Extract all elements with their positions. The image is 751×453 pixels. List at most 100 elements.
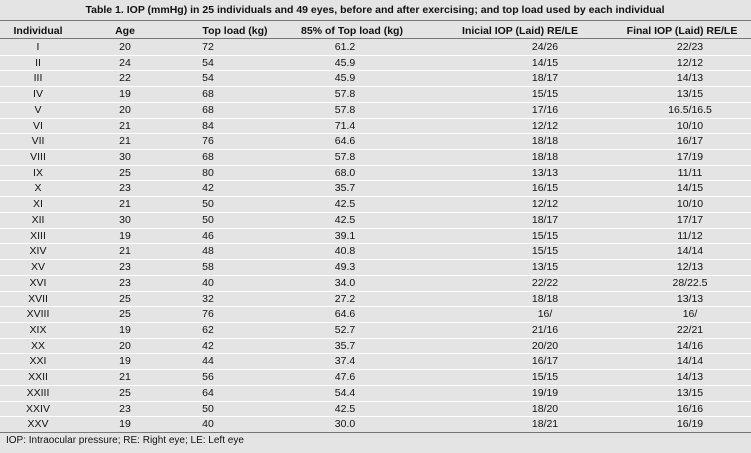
- table-cell: XI: [33, 198, 43, 210]
- row-separator: [0, 86, 751, 87]
- table-cell: 22/22: [531, 277, 559, 289]
- table-cell: XXII: [28, 371, 48, 383]
- table-cell: X: [34, 182, 42, 194]
- table-cell: 25: [119, 167, 131, 179]
- table-cell: 23: [119, 277, 131, 289]
- table-cell: XV: [30, 261, 46, 273]
- table-cell: 84: [202, 120, 214, 132]
- table-cell: 68.0: [334, 167, 356, 179]
- table-cell: XII: [31, 214, 45, 226]
- row-separator: [0, 385, 751, 386]
- row-separator: [0, 275, 751, 276]
- table-cell: 20: [119, 340, 131, 352]
- column-header: 85% of Top load (kg): [301, 25, 403, 37]
- row-separator: [0, 243, 751, 244]
- table-cell: 14/14: [676, 355, 704, 367]
- rule: [0, 20, 751, 21]
- table-cell: 21: [119, 120, 131, 132]
- table-cell: 10/10: [676, 120, 704, 132]
- table-cell: V: [34, 104, 42, 116]
- table-cell: 19: [119, 230, 131, 242]
- table-cell: 32: [202, 293, 214, 305]
- table-cell: III: [33, 72, 43, 84]
- table-cell: 37.4: [334, 355, 356, 367]
- table-cell: VIII: [30, 151, 46, 163]
- table-cell: 20: [119, 104, 131, 116]
- row-separator: [0, 291, 751, 292]
- table-cell: 15/15: [531, 245, 559, 257]
- table-cell: 13/13: [676, 293, 704, 305]
- column-header: Inicial IOP (Laid) RE/LE: [462, 25, 578, 37]
- table-cell: 17/19: [676, 151, 704, 163]
- table-cell: 58: [202, 261, 214, 273]
- table-cell: 52.7: [334, 324, 356, 336]
- table-cell: XXV: [27, 418, 49, 430]
- row-separator: [0, 165, 751, 166]
- table-cell: 16/19: [676, 418, 704, 430]
- table-cell: IX: [33, 167, 43, 179]
- rule: [0, 432, 751, 433]
- table-cell: 22/23: [676, 41, 704, 53]
- row-separator: [0, 322, 751, 323]
- table-cell: 24: [119, 57, 131, 69]
- table-cell: 30: [119, 214, 131, 226]
- table-cell: 11/11: [677, 167, 703, 179]
- row-separator: [0, 306, 751, 307]
- table-cell: 62: [202, 324, 214, 336]
- table-cell: 18/18: [531, 135, 559, 147]
- table-cell: 10/10: [676, 198, 704, 210]
- table-cell: 50: [202, 198, 214, 210]
- table-cell: 35.7: [334, 340, 356, 352]
- table-cell: 39.1: [334, 230, 356, 242]
- table-cell: 22/21: [676, 324, 704, 336]
- column-header: Age: [115, 25, 135, 37]
- table-cell: 25: [119, 308, 131, 320]
- table-cell: 23: [119, 403, 131, 415]
- table-cell: XIV: [29, 245, 47, 257]
- table-cell: 18/18: [531, 293, 559, 305]
- table-cell: XIII: [30, 230, 46, 242]
- table-cell: 19: [119, 324, 131, 336]
- table-cell: 45.9: [334, 72, 356, 84]
- table-cell: 18/21: [531, 418, 559, 430]
- table-cell: XXIII: [26, 387, 50, 399]
- table-cell: 16/: [682, 308, 698, 320]
- row-separator: [0, 228, 751, 229]
- row-separator: [0, 118, 751, 119]
- table-cell: 64.6: [334, 308, 356, 320]
- table-cell: 61.2: [334, 41, 356, 53]
- table-cell: 14/15: [676, 182, 704, 194]
- table-cell: 14/13: [676, 371, 704, 383]
- row-separator: [0, 55, 751, 56]
- table-cell: XVI: [29, 277, 47, 289]
- table-cell: 14/16: [676, 340, 704, 352]
- table-cell: 13/15: [531, 261, 559, 273]
- table-cell: II: [35, 57, 41, 69]
- table-cell: 54.4: [334, 387, 356, 399]
- row-separator: [0, 259, 751, 260]
- table-cell: 24/26: [531, 41, 559, 53]
- rule: [0, 38, 751, 39]
- table-cell: 42: [202, 182, 214, 194]
- table-cell: 42.5: [334, 198, 356, 210]
- table-cell: VII: [31, 135, 45, 147]
- table-cell: 35.7: [334, 182, 356, 194]
- table-cell: 40: [202, 277, 214, 289]
- table-cell: 50: [202, 403, 214, 415]
- table-cell: XXIV: [26, 403, 50, 415]
- table-cell: I: [36, 41, 40, 53]
- table-cell: 54: [202, 57, 214, 69]
- table-cell: 42.5: [334, 214, 356, 226]
- table-cell: 42.5: [334, 403, 356, 415]
- table-cell: 27.2: [334, 293, 356, 305]
- row-separator: [0, 401, 751, 402]
- table-cell: 20: [119, 41, 131, 53]
- table-cell: 12/13: [676, 261, 704, 273]
- table-cell: 18/17: [531, 214, 559, 226]
- table-cell: 64.6: [334, 135, 356, 147]
- table-cell: 16.5/16.5: [668, 104, 712, 116]
- row-separator: [0, 212, 751, 213]
- column-header: Individual: [13, 25, 63, 37]
- table-cell: 57.8: [334, 151, 356, 163]
